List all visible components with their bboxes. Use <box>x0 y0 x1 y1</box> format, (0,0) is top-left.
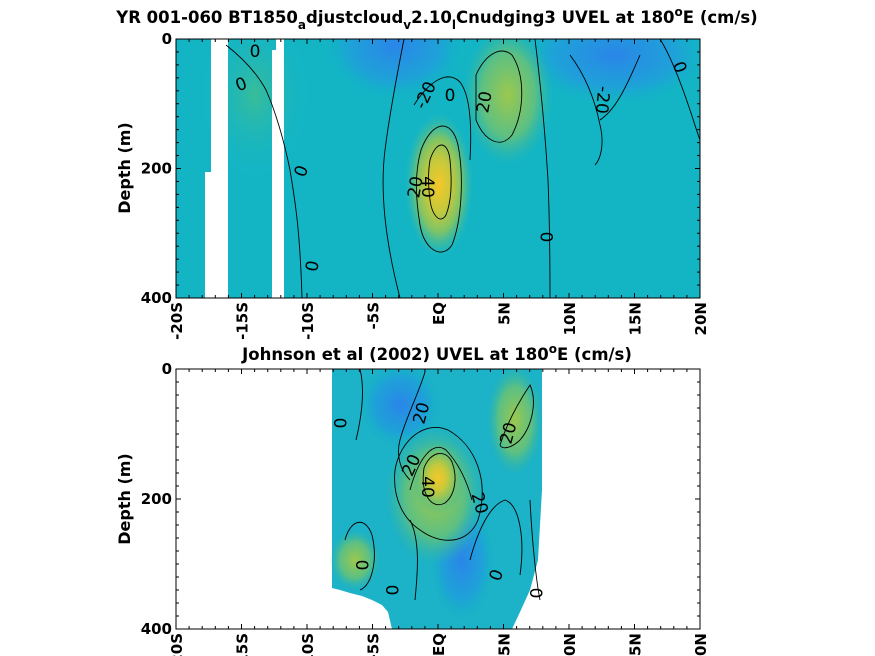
title-part: Cnudging3 UVEL at 180 <box>456 8 675 27</box>
x-tick-label: 10N <box>561 633 579 656</box>
title-part: l <box>452 18 456 32</box>
contour-label: 0 <box>329 418 349 429</box>
contour-label: 0 <box>525 588 545 599</box>
panel-2-title: Johnson et al (2002) UVEL at 180oE (cm/s… <box>241 342 632 364</box>
panel-1-missing-column-1b <box>205 172 228 298</box>
x-tick-label: 20N <box>692 633 710 656</box>
y-tick-label: 0 <box>162 360 172 378</box>
contour-label: 0 <box>250 42 261 62</box>
contour-label: 40 <box>417 476 437 498</box>
x-tick-label: -20S <box>168 633 186 656</box>
title-part: Johnson et al (2002) UVEL at 180 <box>241 345 549 364</box>
title-part: E (cm/s) <box>557 345 632 364</box>
y-tick-label: 400 <box>141 620 172 638</box>
panel-2-contour-lines <box>344 369 541 601</box>
panel-1-title: YR 001-060 BT1850adjustcloudv2.10lCnudgi… <box>115 5 757 32</box>
x-tick-label: 10N <box>561 302 579 335</box>
x-tick-label: EQ <box>430 302 448 325</box>
title-part: a <box>298 18 306 32</box>
x-tick-label: -5S <box>365 633 383 656</box>
panel-1-euc-maximum <box>405 113 473 257</box>
title-part: E (cm/s) <box>683 8 758 27</box>
x-tick-label: 15N <box>627 302 645 335</box>
panel-2-green-ne <box>487 369 543 475</box>
panel-2: Johnson et al (2002) UVEL at 180oE (cm/s… <box>115 342 710 656</box>
panel-2-blue-surface <box>360 369 440 447</box>
x-tick-label: 5N <box>496 302 514 325</box>
title-part: o <box>549 342 557 356</box>
x-tick-label: -10S <box>299 633 317 656</box>
panel-1-northern-blue-surface <box>520 39 700 105</box>
x-tick-label: EQ <box>430 633 448 656</box>
x-tick-label: -15S <box>234 302 252 340</box>
panel-1-southern-blue-surface <box>325 39 465 100</box>
contour-label: -20 <box>591 85 613 114</box>
title-part: o <box>675 5 683 19</box>
panel-1-contour-lines <box>225 39 700 298</box>
y-tick-label: 400 <box>141 289 172 307</box>
panel-2-field: 0 20 20 40 20 20 0 0 0 0 <box>329 369 545 629</box>
y-tick-label: 200 <box>141 160 172 178</box>
y-tick-label: 0 <box>162 30 172 48</box>
x-tick-label: 5N <box>496 633 514 656</box>
contour-label: 0 <box>381 585 401 596</box>
title-part: v <box>403 18 411 32</box>
x-tick-label: -15S <box>234 633 252 656</box>
contour-label: 0 <box>538 232 558 243</box>
contour-label: 20 <box>473 90 496 115</box>
y-tick-label: 200 <box>141 490 172 508</box>
contour-label: 20 <box>404 175 427 200</box>
x-tick-label: -10S <box>299 302 317 340</box>
contour-label: 0 <box>351 560 371 571</box>
panel-1-field: 0 0 0 0 0 -20 0 20 20 40 -20 0 <box>176 39 700 298</box>
x-tick-label: -5S <box>365 302 383 329</box>
title-part: 2.10 <box>411 8 452 27</box>
panel-1-nec-maximum <box>463 39 553 165</box>
contour-label: 40 <box>417 176 437 198</box>
panel-1-missing-column-1 <box>211 39 228 203</box>
title-part: djustcloud <box>306 8 403 27</box>
x-tick-label: -20S <box>168 302 186 340</box>
title-part: YR 001-060 BT1850 <box>115 8 298 27</box>
panel-2-y-axis-label: Depth (m) <box>115 453 134 545</box>
contour-label: 0 <box>302 259 324 273</box>
panel-2-green-sw <box>330 530 380 590</box>
panel-1-y-axis-label: Depth (m) <box>115 122 134 214</box>
panel-1-missing-column-2 <box>272 50 284 298</box>
panel-1-missing-column-2-top <box>276 39 284 51</box>
panel-1: YR 001-060 BT1850adjustcloudv2.10lCnudgi… <box>115 5 758 340</box>
contour-label: 0 <box>445 86 456 106</box>
x-tick-label: 20N <box>692 302 710 335</box>
x-tick-label: 15N <box>627 633 645 656</box>
